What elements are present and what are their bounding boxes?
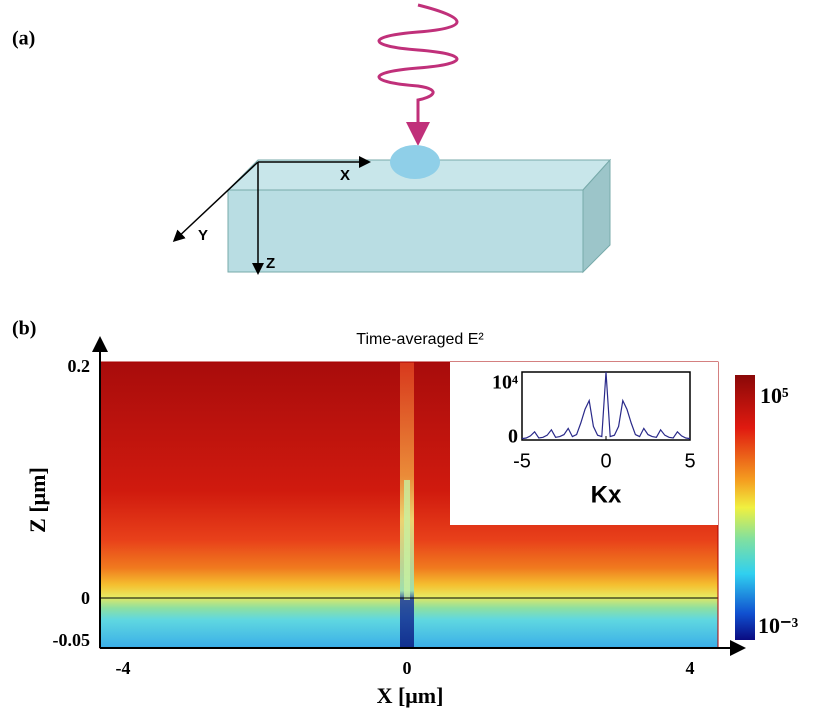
axis-label: Y	[198, 227, 208, 244]
light-pulse	[377, 3, 459, 146]
panel-label: (b)	[12, 318, 36, 340]
colorbar-label: 10⁻³	[758, 613, 799, 638]
y-tick-label: 0	[508, 426, 518, 448]
y-axis-arrow	[172, 161, 259, 243]
x-axis-title: Kx	[591, 481, 622, 508]
hotspot-core	[404, 480, 410, 600]
x-tick-label: 5	[684, 450, 695, 472]
z-tick-label: 0.2	[68, 356, 91, 376]
y-tick-label: 10⁴	[492, 372, 518, 394]
plot-title: Time-averaged E²	[356, 331, 484, 348]
x-axis-title: X [μm]	[377, 683, 444, 708]
inset-background	[450, 362, 718, 525]
axis-label: Z	[266, 255, 275, 272]
slab-front	[227, 189, 584, 273]
x-tick-label: -5	[513, 450, 531, 472]
z-axis-title: Z [μm]	[25, 467, 50, 533]
z-tick-label: 0	[81, 588, 90, 608]
x-tick-label: 4	[686, 658, 695, 678]
axis-label: X	[340, 167, 350, 184]
x-tick-label: 0	[600, 450, 611, 472]
x-tick-label: 0	[403, 658, 412, 678]
z-tick-label: -0.05	[53, 630, 91, 650]
colorbar	[735, 375, 755, 640]
x-tick-label: -4	[116, 658, 131, 678]
spectrum-line	[521, 371, 691, 440]
particle	[390, 145, 440, 179]
panel-label: (a)	[12, 28, 35, 50]
colorbar-label: 10⁵	[760, 383, 789, 408]
